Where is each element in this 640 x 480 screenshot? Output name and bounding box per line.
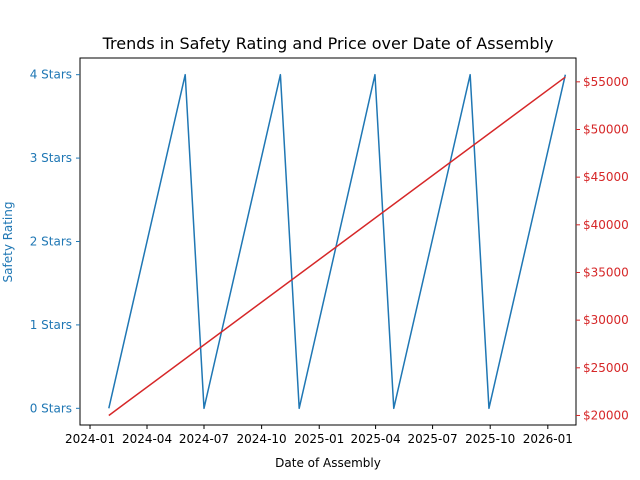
y-right-tick-label: $35000 xyxy=(583,265,629,279)
x-axis-label: Date of Assembly xyxy=(275,456,381,470)
y-left-tick-label: 3 Stars xyxy=(30,151,72,165)
y-axis-left-label: Safety Rating xyxy=(1,202,15,283)
series-layer xyxy=(108,73,567,417)
x-tick-label: 2024-04 xyxy=(122,432,172,446)
x-tick-label: 2025-10 xyxy=(465,432,515,446)
y-left-tick-label: 4 Stars xyxy=(30,68,72,82)
price-series-line xyxy=(108,76,566,417)
y-axis-left: 0 Stars 1 Stars 2 Stars 3 Stars 4 Stars xyxy=(30,68,80,415)
chart-title: Trends in Safety Rating and Price over D… xyxy=(102,34,554,53)
y-right-tick-label: $55000 xyxy=(583,75,629,89)
x-tick-label: 2025-04 xyxy=(351,432,401,446)
y-left-tick-label: 2 Stars xyxy=(30,235,72,249)
y-right-tick-label: $25000 xyxy=(583,361,629,375)
plot-frame xyxy=(79,57,577,426)
x-tick-label: 2025-07 xyxy=(408,432,458,446)
x-tick-label: 2024-10 xyxy=(237,432,287,446)
x-tick-label: 2024-01 xyxy=(65,432,115,446)
x-axis: 2024-01 2024-04 2024-07 2024-10 2025-01 2025-… xyxy=(65,425,573,446)
x-tick-label: 2026-01 xyxy=(523,432,573,446)
x-tick-label: 2025-01 xyxy=(294,432,344,446)
y-right-tick-label: $30000 xyxy=(583,313,629,327)
y-right-tick-label: $20000 xyxy=(583,408,629,422)
y-left-tick-label: 1 Stars xyxy=(30,318,72,332)
safety-rating-series-line xyxy=(108,73,567,410)
y-right-tick-label: $40000 xyxy=(583,218,629,232)
y-axis-right: $20000 $25000 $30000 $35000 $40000 $45000 $500… xyxy=(576,75,629,422)
x-tick-label: 2024-07 xyxy=(179,432,229,446)
y-right-tick-label: $50000 xyxy=(583,122,629,136)
y-right-tick-label: $45000 xyxy=(583,170,629,184)
y-left-tick-label: 0 Stars xyxy=(30,401,72,415)
